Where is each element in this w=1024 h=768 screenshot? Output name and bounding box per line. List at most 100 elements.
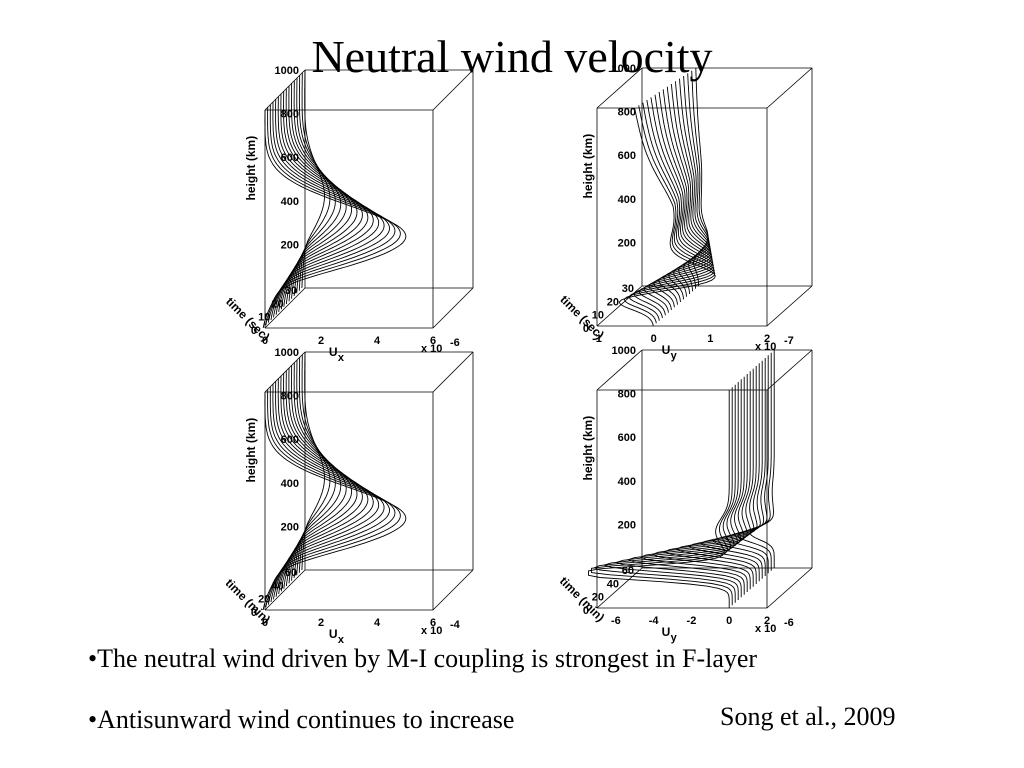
series-line xyxy=(262,110,407,329)
series-line xyxy=(262,392,407,611)
series-line xyxy=(280,373,369,592)
x-exponent: x 10 xyxy=(421,343,442,355)
x-axis-label: U xyxy=(329,345,338,359)
x-axis-label: U xyxy=(662,625,671,639)
y-tick-label: 20 xyxy=(271,298,283,310)
series-line xyxy=(588,390,730,608)
series-line xyxy=(663,83,712,303)
series-line xyxy=(291,80,347,299)
series-line xyxy=(298,354,331,573)
series-line xyxy=(639,374,748,592)
series-line xyxy=(265,389,401,608)
y-tick-label: 40 xyxy=(607,578,619,590)
z-tick-label: 400 xyxy=(618,194,636,206)
y-tick-label: 30 xyxy=(622,283,634,295)
series-line xyxy=(663,368,754,587)
slide-title: Neutral wind velocity xyxy=(311,31,713,82)
z-tick-label: 400 xyxy=(281,196,299,208)
series-line xyxy=(280,91,369,310)
x-exponent-power: -7 xyxy=(784,335,794,347)
series-line xyxy=(278,94,374,313)
box-edge xyxy=(766,349,813,391)
z-tick-label: 200 xyxy=(281,521,299,533)
x-tick-label: 4 xyxy=(374,335,381,347)
series-line xyxy=(288,365,353,584)
series-line xyxy=(285,86,358,305)
y-tick-label: 0 xyxy=(583,323,589,335)
series-line xyxy=(275,96,380,315)
box-edge xyxy=(264,569,306,611)
series-line xyxy=(725,355,769,574)
series-line xyxy=(301,70,325,289)
y-tick-label: 10 xyxy=(258,312,270,324)
x-tick-label: 2 xyxy=(764,615,770,627)
x-axis-label-sub: y xyxy=(671,350,678,362)
y-tick-label: 40 xyxy=(271,580,283,592)
series-line xyxy=(673,78,711,297)
series-line xyxy=(693,67,709,287)
box-edge xyxy=(432,287,474,329)
series-line xyxy=(643,94,714,313)
box-edge xyxy=(432,569,474,611)
x-tick-label: 6 xyxy=(430,617,436,629)
z-tick-label: 600 xyxy=(281,152,299,164)
x-tick-label: 2 xyxy=(318,335,324,347)
series-line xyxy=(618,107,716,327)
x-axis-label-sub: y xyxy=(671,632,678,644)
series-line xyxy=(623,105,716,324)
series-line xyxy=(285,368,358,587)
x-tick-label: 0 xyxy=(262,617,268,629)
x-tick-label: -1 xyxy=(592,333,602,345)
series-line xyxy=(648,91,713,311)
series-line xyxy=(658,86,712,305)
series-line xyxy=(653,89,713,308)
series-line xyxy=(651,371,751,590)
series-line xyxy=(273,381,385,600)
y-axis-label: time (min) xyxy=(557,574,607,624)
y-tick-label: 30 xyxy=(285,285,297,297)
series-line xyxy=(683,73,710,292)
box-edge xyxy=(432,351,474,393)
series-line xyxy=(628,102,715,321)
x-exponent: x 10 xyxy=(755,341,776,353)
box-edge xyxy=(766,285,813,327)
z-axis-label: height (km) xyxy=(244,418,258,483)
y-tick-label: 20 xyxy=(592,592,604,604)
z-axis-label: height (km) xyxy=(244,136,258,201)
x-exponent-power: -4 xyxy=(450,619,461,631)
x-tick-label: 1 xyxy=(707,333,713,345)
series-line xyxy=(737,352,772,571)
z-axis-label: height (km) xyxy=(581,134,595,199)
z-tick-label: 400 xyxy=(281,478,299,490)
series-line xyxy=(296,75,336,294)
z-tick-label: 600 xyxy=(618,432,636,444)
series-line xyxy=(283,370,363,589)
series-line xyxy=(638,97,714,316)
x-tick-label: 2 xyxy=(764,333,770,345)
series-line xyxy=(591,387,733,606)
citation: Song et al., 2009 xyxy=(720,702,896,731)
x-axis-label: U xyxy=(662,343,671,357)
x-tick-label: 2 xyxy=(318,617,324,629)
series-line xyxy=(700,360,763,579)
z-tick-label: 200 xyxy=(618,237,636,249)
x-tick-label: 0 xyxy=(262,335,268,347)
series-line xyxy=(602,382,739,600)
bullet-2: •Antisunward wind continues to increase xyxy=(88,705,515,734)
z-axis-label: height (km) xyxy=(581,416,595,481)
x-tick-label: -2 xyxy=(687,615,697,627)
bullet-1: •The neutral wind driven by M-I coupling… xyxy=(88,644,758,673)
y-tick-label: 0 xyxy=(251,607,257,619)
series-line xyxy=(293,78,342,297)
x-exponent-power: -6 xyxy=(450,337,460,349)
series-line xyxy=(668,81,711,300)
z-tick-label: 1000 xyxy=(275,347,299,359)
series-line xyxy=(288,83,353,302)
z-tick-label: 400 xyxy=(618,476,636,488)
box-edge xyxy=(596,567,643,609)
y-axis-label: time (sec) xyxy=(223,294,273,344)
series-line xyxy=(270,384,391,603)
x-tick-label: -6 xyxy=(611,615,621,627)
series-line xyxy=(293,360,342,579)
x-axis-label: U xyxy=(329,627,338,641)
